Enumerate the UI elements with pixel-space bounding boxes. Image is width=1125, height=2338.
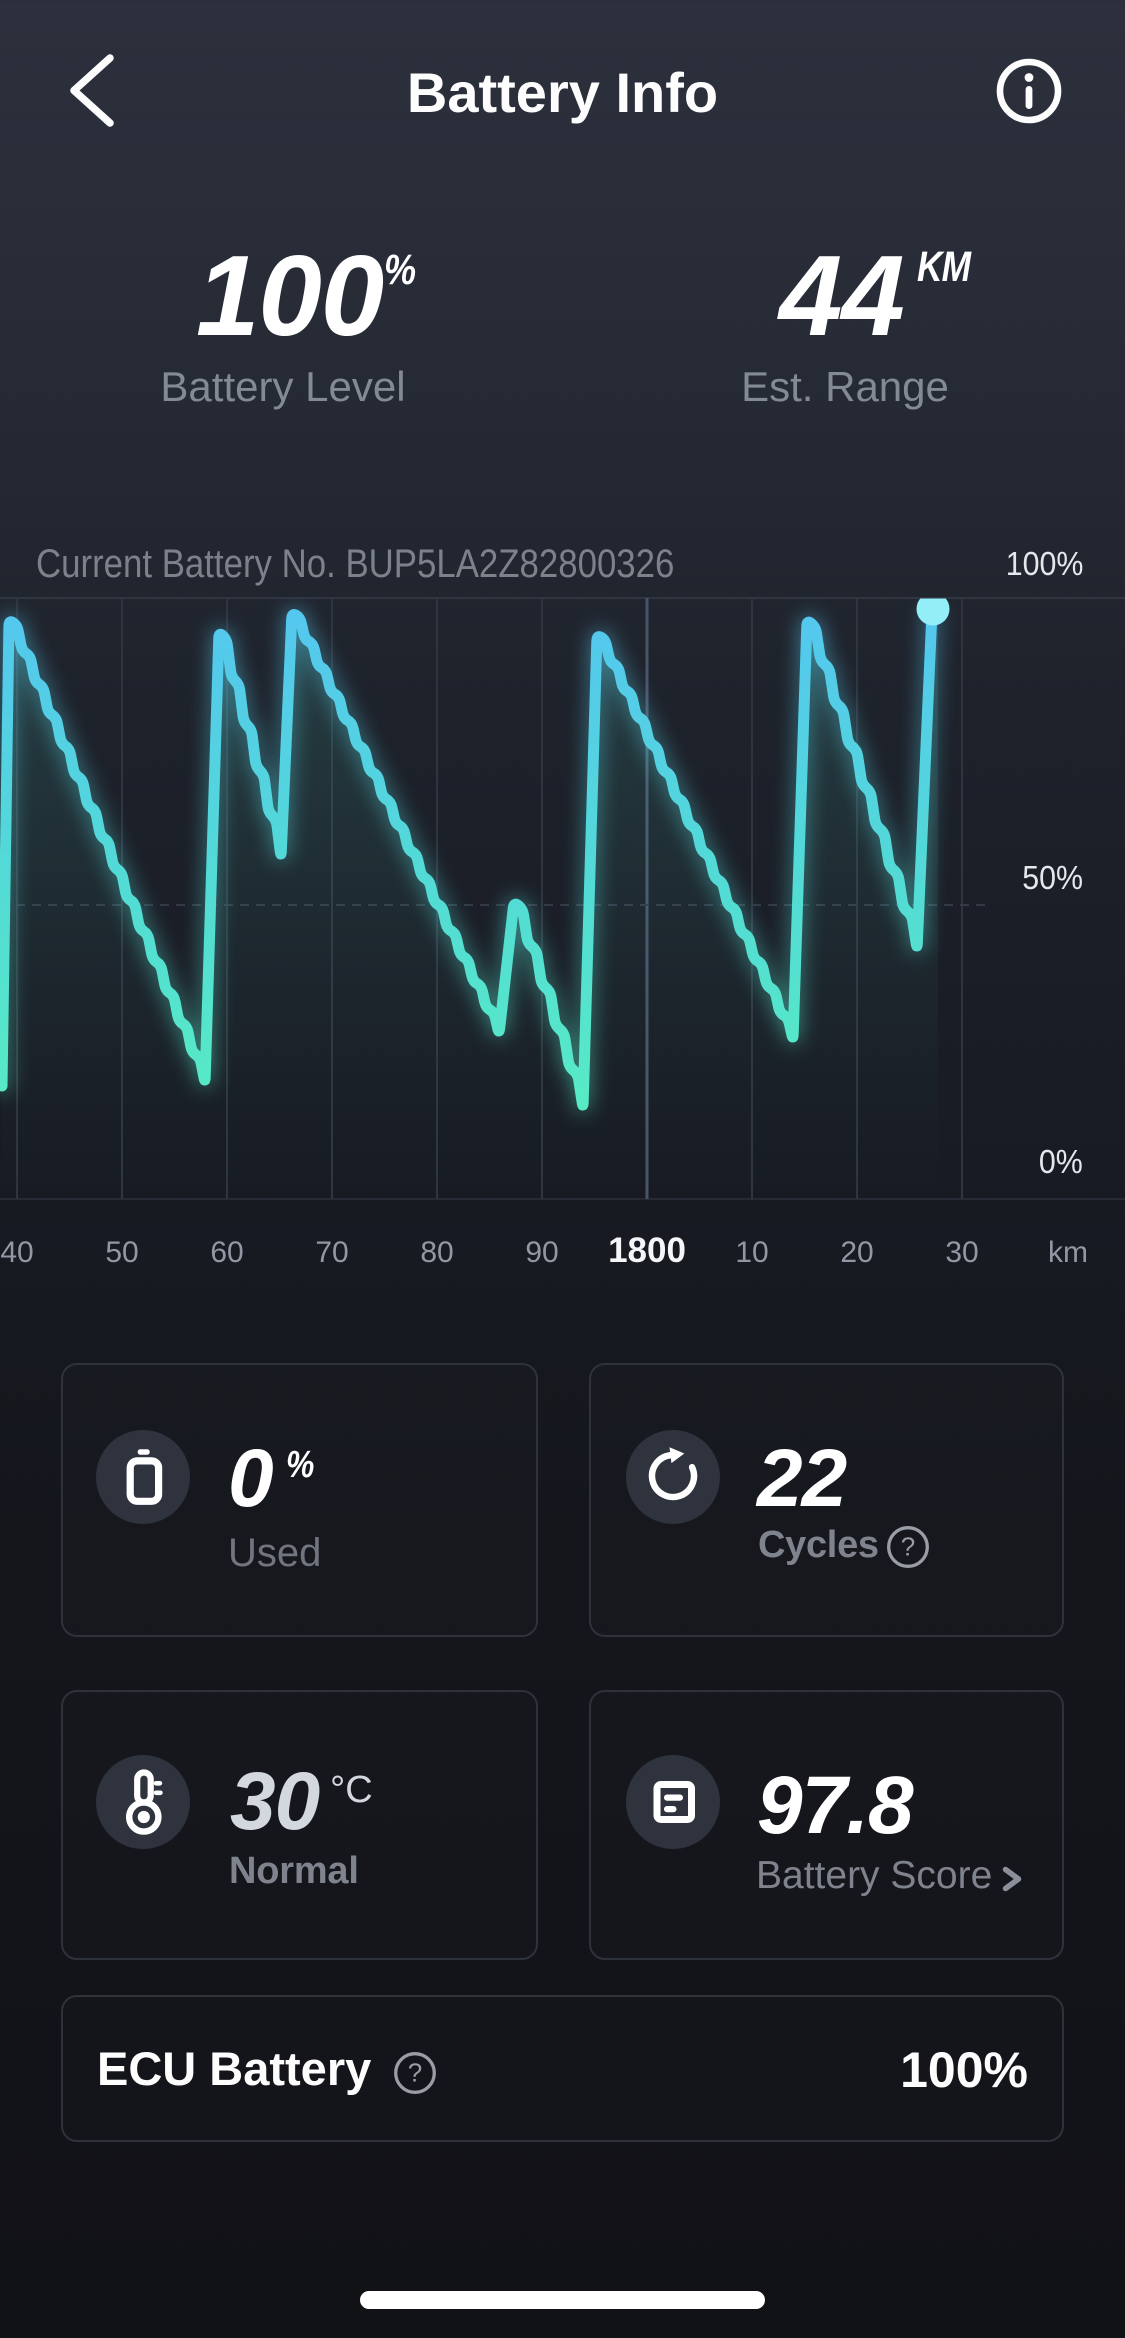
svg-text:?: ? bbox=[408, 2058, 422, 2088]
svg-text:?: ? bbox=[901, 1532, 915, 1562]
